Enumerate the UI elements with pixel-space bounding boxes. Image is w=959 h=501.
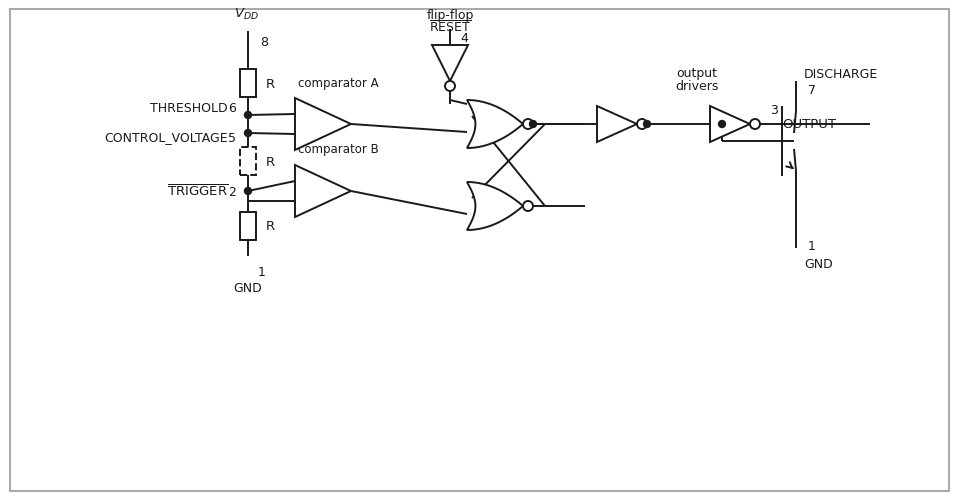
Text: DISCHARGE: DISCHARGE — [804, 67, 878, 80]
Polygon shape — [295, 99, 351, 151]
Bar — [240, 212, 256, 240]
Polygon shape — [467, 183, 523, 230]
Bar — [240, 70, 256, 98]
Text: comparator A: comparator A — [297, 76, 378, 89]
Circle shape — [643, 121, 650, 128]
Text: 5: 5 — [228, 131, 236, 144]
Text: R: R — [266, 220, 274, 233]
Text: GND: GND — [804, 258, 832, 271]
Polygon shape — [467, 101, 523, 149]
Text: 4: 4 — [460, 32, 468, 45]
Text: R: R — [266, 77, 274, 90]
Text: 1: 1 — [808, 240, 816, 253]
Polygon shape — [432, 46, 468, 82]
Text: R: R — [266, 155, 274, 168]
Text: +: + — [300, 175, 310, 188]
Circle shape — [245, 112, 251, 119]
Polygon shape — [295, 166, 351, 217]
Text: flip-flop: flip-flop — [427, 9, 474, 22]
Bar — [240, 148, 256, 176]
Text: +: + — [300, 108, 310, 121]
Polygon shape — [597, 107, 637, 143]
Text: CONTROL_VOLTAGE: CONTROL_VOLTAGE — [105, 131, 228, 144]
Text: $\overline{\mathrm{TRIGGER}}$: $\overline{\mathrm{TRIGGER}}$ — [167, 184, 228, 199]
Polygon shape — [710, 107, 750, 143]
Circle shape — [523, 120, 533, 130]
Text: $V_{DD}$: $V_{DD}$ — [234, 7, 258, 22]
Text: 6: 6 — [228, 101, 236, 114]
Circle shape — [445, 82, 455, 92]
Text: $\overline{\mathrm{RESET}}$: $\overline{\mathrm{RESET}}$ — [429, 20, 471, 36]
Text: output: output — [676, 66, 717, 79]
Text: OUTPUT: OUTPUT — [782, 118, 836, 131]
Text: comparator B: comparator B — [297, 143, 379, 156]
Circle shape — [718, 121, 726, 128]
Text: 7: 7 — [808, 83, 816, 96]
Text: THRESHOLD: THRESHOLD — [151, 101, 228, 114]
Text: −: − — [300, 196, 310, 209]
Circle shape — [245, 188, 251, 195]
Circle shape — [523, 201, 533, 211]
Text: −: − — [300, 129, 310, 142]
Text: 2: 2 — [228, 185, 236, 198]
Text: GND: GND — [234, 282, 263, 295]
Circle shape — [637, 120, 647, 130]
Circle shape — [245, 130, 251, 137]
Circle shape — [529, 121, 536, 128]
Text: 1: 1 — [258, 265, 266, 278]
Text: drivers: drivers — [675, 80, 718, 93]
Circle shape — [750, 120, 760, 130]
Text: 3: 3 — [770, 104, 778, 117]
Text: 8: 8 — [260, 37, 268, 50]
